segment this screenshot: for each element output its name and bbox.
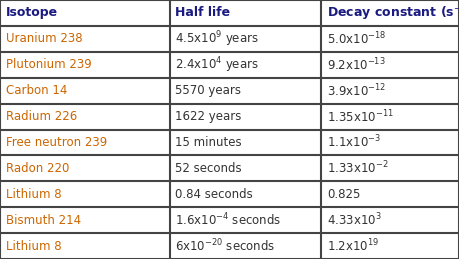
Text: 0.84 seconds: 0.84 seconds [175, 188, 253, 201]
Text: 15 minutes: 15 minutes [175, 136, 242, 149]
Text: 0.825: 0.825 [327, 188, 360, 201]
Text: Plutonium 239: Plutonium 239 [6, 58, 91, 71]
Text: 1.6x10$^{-4}$ seconds: 1.6x10$^{-4}$ seconds [175, 212, 282, 228]
Text: Bismuth 214: Bismuth 214 [6, 214, 81, 227]
Text: 1622 years: 1622 years [175, 110, 242, 123]
Text: 9.2x10$^{-13}$: 9.2x10$^{-13}$ [327, 56, 386, 73]
Text: Carbon 14: Carbon 14 [6, 84, 67, 97]
Text: 1.35x10$^{-11}$: 1.35x10$^{-11}$ [327, 108, 394, 125]
Text: 1.33x10$^{-2}$: 1.33x10$^{-2}$ [327, 160, 388, 177]
Text: 3.9x10$^{-12}$: 3.9x10$^{-12}$ [327, 82, 386, 99]
Text: Decay constant (s$^{-1}$): Decay constant (s$^{-1}$) [327, 3, 459, 23]
Text: 6x10$^{-20}$ seconds: 6x10$^{-20}$ seconds [175, 238, 276, 254]
Text: Free neutron 239: Free neutron 239 [6, 136, 107, 149]
Text: Lithium 8: Lithium 8 [6, 188, 61, 201]
Text: 5570 years: 5570 years [175, 84, 241, 97]
Text: 4.5x10$^{9}$ years: 4.5x10$^{9}$ years [175, 29, 259, 49]
Text: Radon 220: Radon 220 [6, 162, 69, 175]
Text: Radium 226: Radium 226 [6, 110, 77, 123]
Text: 2.4x10$^{4}$ years: 2.4x10$^{4}$ years [175, 55, 259, 75]
Text: Isotope: Isotope [6, 6, 58, 19]
Text: 5.0x10$^{-18}$: 5.0x10$^{-18}$ [327, 31, 386, 47]
Text: Lithium 8: Lithium 8 [6, 240, 61, 253]
Text: 4.33x10$^{3}$: 4.33x10$^{3}$ [327, 212, 381, 228]
Text: 1.1x10$^{-3}$: 1.1x10$^{-3}$ [327, 134, 381, 151]
Text: 1.2x10$^{19}$: 1.2x10$^{19}$ [327, 238, 379, 254]
Text: Half life: Half life [175, 6, 230, 19]
Text: 52 seconds: 52 seconds [175, 162, 242, 175]
Text: Uranium 238: Uranium 238 [6, 32, 82, 45]
